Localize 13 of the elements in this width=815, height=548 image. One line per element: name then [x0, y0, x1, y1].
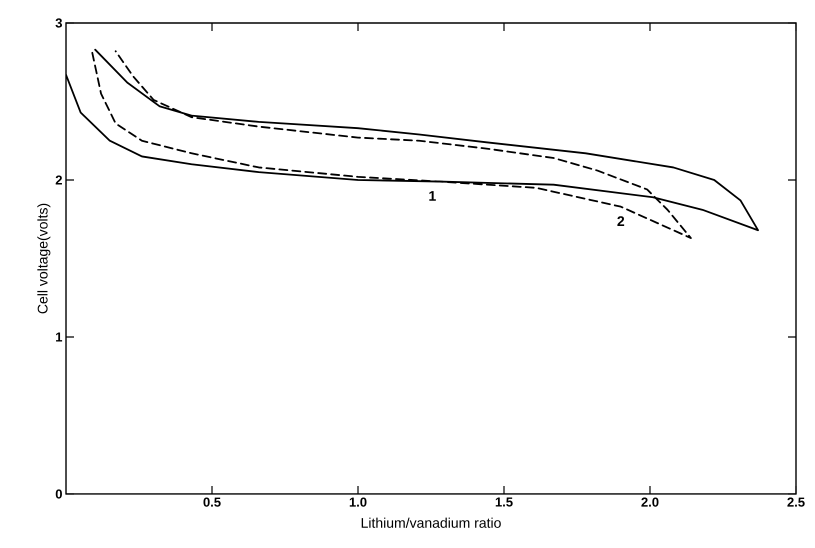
x-tick-label: 0.5	[203, 498, 221, 507]
series-label: 1	[429, 191, 436, 201]
y-tick-label: 1	[56, 332, 62, 342]
x-tick-label: 1.5	[496, 498, 513, 507]
x-tick-label: 1.0	[350, 498, 367, 507]
y-axis-title: Cell voltage(volts)	[37, 204, 50, 314]
y-tick-label: 0	[56, 489, 62, 499]
y-tick-label: 3	[56, 18, 62, 28]
x-axis-title: Lithium/vanadium ratio	[362, 518, 501, 528]
y-tick-label: 2	[56, 175, 62, 185]
x-tick-label: 2.5	[787, 498, 805, 507]
series-label: 2	[617, 216, 624, 226]
x-tick-label: 2.0	[641, 498, 658, 507]
